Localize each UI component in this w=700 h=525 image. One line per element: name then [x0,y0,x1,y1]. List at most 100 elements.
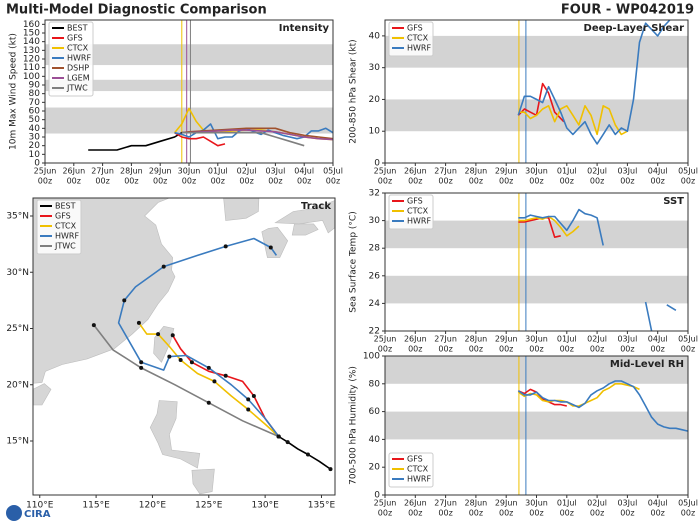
x-tick-hour: 00z [620,509,634,518]
x-tick-hour: 00z [239,177,253,186]
land [191,468,215,495]
band [385,411,688,440]
x-tick-label: 04Jul [294,167,314,176]
y-tick-label: 150 [23,29,40,39]
y-tick-label: 130 [23,46,40,56]
track-point [189,360,194,365]
x-tick-label: 02Jul [587,167,607,176]
x-tick-hour: 00z [469,345,483,354]
legend-label: GFS [67,34,83,43]
x-tick-hour: 00z [297,177,311,186]
y-tick-label: 80 [29,89,41,99]
x-tick-hour: 00z [681,345,695,354]
x-tick-label: 03Jul [617,167,637,176]
x-tick-hour: 00z [681,177,695,186]
x-tick-hour: 00z [67,177,81,186]
track-point [170,333,175,338]
x-tick-label: 02Jul [587,335,607,344]
x-tick-hour: 00z [651,177,665,186]
panel-title: SST [663,196,684,207]
logo: CIRA [6,505,51,521]
x-tick-hour: 00z [560,509,574,518]
track-point [206,365,211,370]
x-tick-label: 28Jun [465,167,488,176]
x-tick-label: 115°E [82,501,110,511]
x-tick-hour: 00z [469,177,483,186]
x-tick-label: 30Jun [525,335,548,344]
x-tick-label: 04Jul [648,499,668,508]
x-tick-hour: 00z [153,177,167,186]
x-tick-label: 26Jun [62,167,85,176]
y-tick-label: 15°N [6,437,29,447]
x-tick-hour: 00z [620,345,634,354]
legend-label: GFS [407,24,423,33]
y-tick-label: 0 [374,159,380,169]
y-tick-label: 40 [369,435,381,445]
x-tick-label: 125°E [195,501,223,511]
x-tick-hour: 00z [560,345,574,354]
panel-title: Track [301,201,331,212]
x-tick-label: 25Jun [374,335,397,344]
x-tick-label: 30Jun [525,499,548,508]
track-point [285,440,290,445]
x-tick-hour: 00z [408,177,422,186]
x-tick-hour: 00z [408,345,422,354]
track-point [223,373,228,378]
legend-label: CTCX [407,465,429,474]
panel-title: Deep-Layer Shear [584,23,685,34]
y-tick-label: 20 [369,95,381,105]
land [291,223,319,236]
y-tick-label: 30 [369,63,381,73]
x-tick-hour: 00z [326,177,340,186]
y-tick-label: 20 [369,463,381,473]
x-tick-hour: 00z [211,177,225,186]
track-point [246,397,251,402]
legend-label: JTWC [54,242,76,251]
x-tick-label: 130°E [251,501,279,511]
x-tick-label: 29Jun [495,167,518,176]
x-tick-hour: 00z [378,509,392,518]
track-point [167,354,172,359]
legend-label: BEST [67,24,88,33]
x-tick-hour: 00z [378,345,392,354]
series-line [518,105,628,136]
y-tick-label: 140 [23,37,40,47]
x-tick-hour: 00z [469,509,483,518]
x-tick-hour: 00z [378,177,392,186]
y-tick-label: 32 [369,189,380,199]
series-line [517,19,671,145]
y-tick-label: 10 [29,150,41,160]
storm-id: FOUR - WP042019 [561,3,694,18]
x-tick-hour: 00z [560,177,574,186]
x-tick-label: 29Jun [495,335,518,344]
legend-label: GFS [55,212,71,221]
x-tick-label: 110°E [26,501,54,511]
x-tick-hour: 00z [651,345,665,354]
plot-frame [384,355,689,496]
x-tick-hour: 00z [529,345,543,354]
plot-frame [384,19,689,164]
x-tick-label: 27Jun [434,499,457,508]
legend-label: GFS [407,455,423,464]
series-line [518,208,677,332]
y-tick-label: 10 [369,127,381,137]
track-point [156,332,161,337]
y-tick-label: 120 [23,55,40,65]
series-line [517,380,689,432]
page-title: Multi-Model Diagnostic Comparison [6,3,267,18]
x-tick-label: 05Jul [678,167,698,176]
legend-label: HWRF [67,54,91,63]
y-tick-label: 28 [369,244,381,254]
x-tick-hour: 00z [590,177,604,186]
track-point [305,452,310,457]
x-tick-hour: 00z [499,509,513,518]
x-tick-label: 05Jul [323,167,343,176]
y-tick-label: 110 [23,63,40,73]
x-tick-label: 03Jul [617,335,637,344]
band [45,107,333,134]
x-tick-hour: 00z [268,177,282,186]
legend-label: CTCX [67,44,89,53]
series-line [181,127,334,140]
plot-frame [384,192,689,332]
